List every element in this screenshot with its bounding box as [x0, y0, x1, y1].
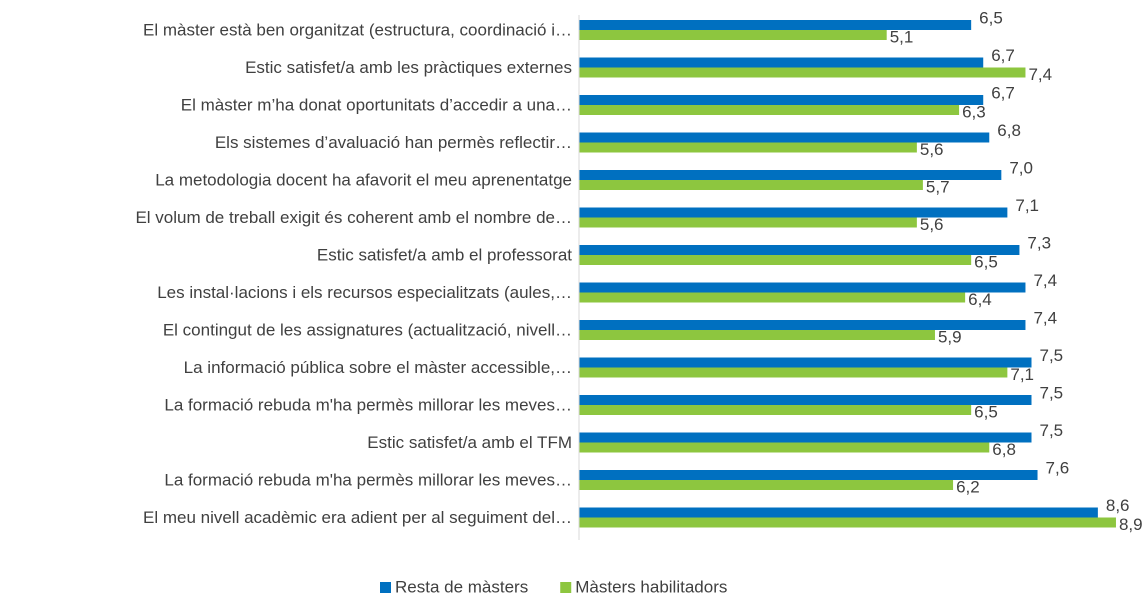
legend-swatch	[380, 582, 391, 593]
value-label: 6,5	[974, 252, 998, 271]
value-label: 7,1	[1010, 365, 1034, 384]
bar	[579, 95, 984, 105]
category-label: Els sistemes d’avaluació han permès refl…	[215, 133, 572, 152]
category-label: Les instal·lacions i els recursos especi…	[157, 283, 572, 302]
value-label: 5,1	[890, 27, 914, 46]
value-label: 8,9	[1119, 515, 1143, 534]
value-label: 7,4	[1033, 308, 1057, 327]
value-label: 6,5	[974, 402, 998, 421]
bar	[579, 517, 1116, 528]
bar	[579, 132, 990, 143]
value-label: 7,3	[1027, 233, 1051, 252]
value-label: 7,6	[1046, 458, 1070, 477]
bar	[579, 357, 1032, 368]
bar	[579, 470, 1038, 480]
value-label: 6,8	[992, 440, 1016, 459]
category-label: La formació rebuda m'ha permès millorar …	[164, 470, 572, 489]
value-label: 7,1	[1015, 196, 1039, 215]
bar	[579, 142, 917, 153]
category-label: La informació pública sobre el màster ac…	[184, 358, 572, 377]
legend-label: Resta de màsters	[395, 577, 528, 596]
category-label: El volum de treball exigit és coherent a…	[135, 208, 572, 227]
bar	[579, 30, 887, 40]
value-label: 5,9	[938, 327, 962, 346]
bar	[579, 57, 984, 68]
category-label: Estic satisfet/a amb el TFM	[367, 433, 572, 452]
bar	[579, 170, 1002, 180]
bar	[579, 330, 935, 340]
bar	[579, 105, 960, 115]
value-label: 7,5	[1040, 383, 1064, 402]
value-label: 8,6	[1106, 496, 1130, 515]
value-label: 7,4	[1033, 271, 1057, 290]
value-label: 5,6	[920, 140, 944, 159]
bar	[579, 432, 1032, 443]
bar	[579, 180, 923, 190]
bar	[579, 367, 1008, 378]
bar	[579, 255, 972, 265]
category-label: Estic satisfet/a amb el professorat	[317, 245, 572, 264]
bar	[579, 395, 1032, 405]
value-label: 5,7	[926, 177, 950, 196]
value-label: 6,7	[991, 83, 1015, 102]
bar	[579, 207, 1008, 218]
bar	[579, 442, 990, 453]
value-label: 6,8	[997, 121, 1021, 140]
value-label: 7,5	[1040, 421, 1064, 440]
value-label: 6,3	[962, 102, 986, 121]
bar	[579, 282, 1026, 293]
category-label: La formació rebuda m'ha permès millorar …	[164, 395, 572, 414]
value-label: 6,7	[991, 46, 1015, 65]
bar	[579, 245, 1020, 255]
legend-swatch	[560, 582, 572, 593]
value-label: 5,6	[920, 215, 944, 234]
value-label: 6,4	[968, 290, 992, 309]
category-label: El contingut de les assignatures (actual…	[163, 320, 572, 339]
bar	[579, 67, 1026, 78]
bar	[579, 320, 1026, 330]
category-label: El màster m’ha donat oportunitats d’acce…	[181, 95, 572, 114]
value-label: 6,5	[979, 8, 1003, 27]
bar	[579, 20, 972, 30]
value-label: 7,0	[1009, 158, 1033, 177]
bar	[579, 217, 917, 228]
category-label: El màster està ben organitzat (estructur…	[143, 20, 572, 39]
category-label: La metodologia docent ha afavorit el meu…	[155, 170, 572, 189]
bar	[579, 480, 954, 490]
value-label: 7,4	[1028, 65, 1052, 84]
legend-label: Màsters habilitadors	[575, 577, 727, 596]
value-label: 6,2	[956, 477, 980, 496]
bar	[579, 507, 1098, 518]
value-label: 7,5	[1040, 346, 1064, 365]
bar	[579, 292, 966, 303]
bar	[579, 405, 972, 415]
category-label: El meu nivell acadèmic era adient per al…	[143, 508, 572, 527]
category-label: Estic satisfet/a amb les pràctiques exte…	[245, 58, 572, 77]
